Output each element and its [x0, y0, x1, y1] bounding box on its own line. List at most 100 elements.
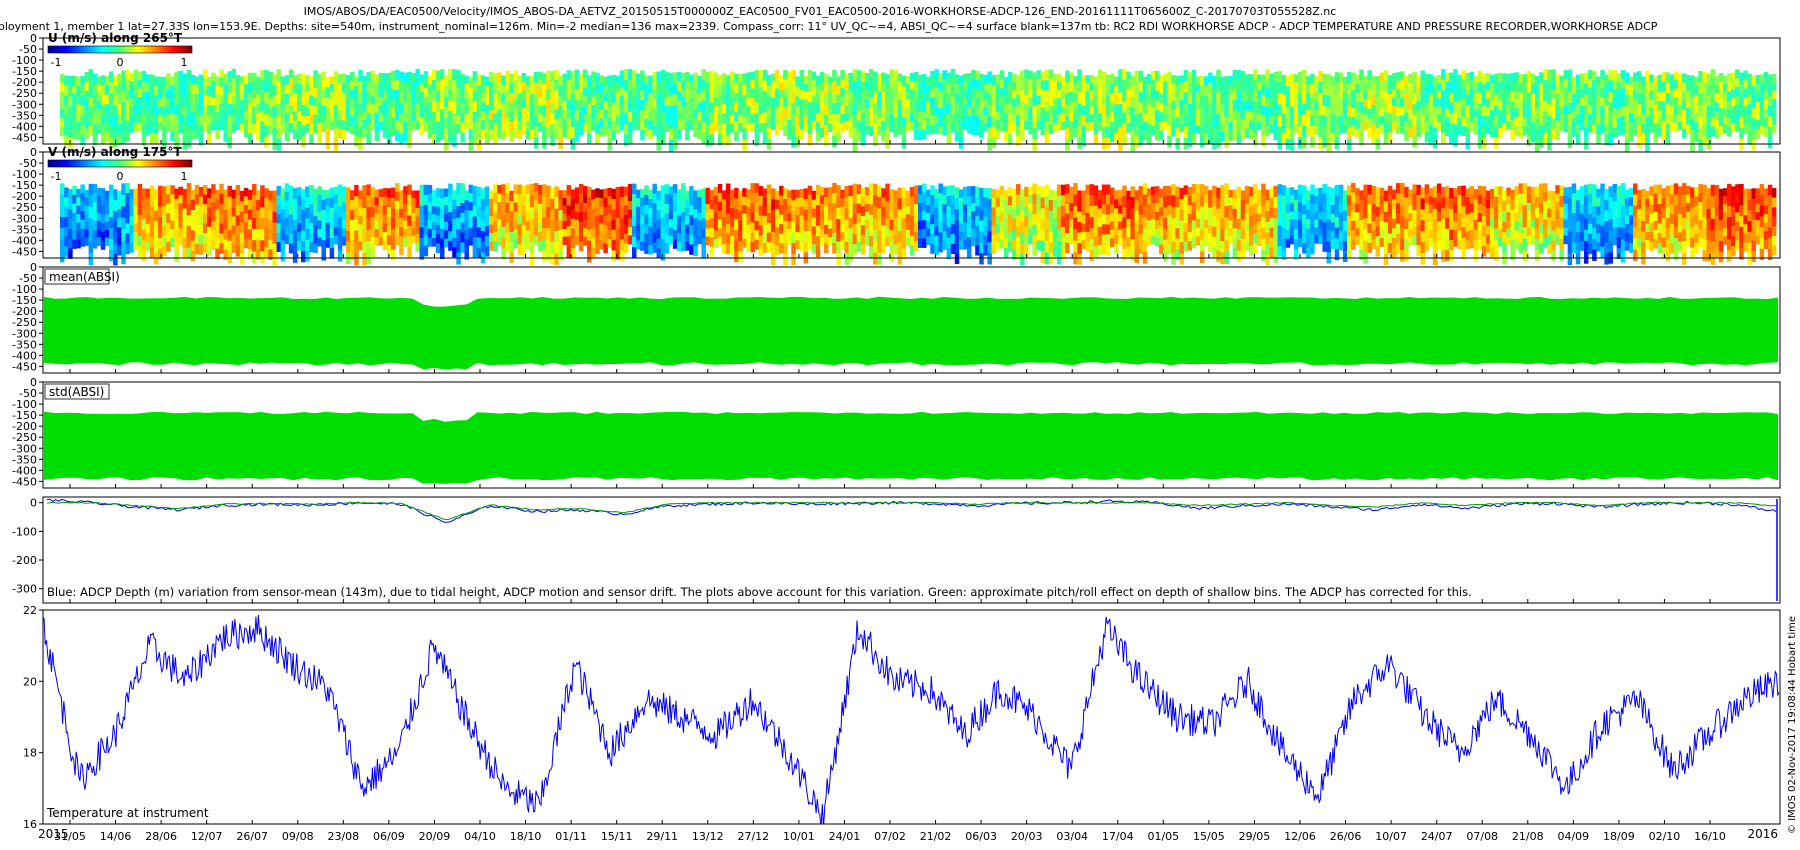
heatmap-cell	[1633, 108, 1638, 118]
heatmap-cell	[1571, 118, 1577, 128]
heatmap-cell	[1020, 130, 1025, 141]
heatmap-cell	[1661, 121, 1667, 132]
heatmap-cell	[472, 71, 478, 82]
heatmap-cell	[280, 209, 286, 221]
heatmap-cell	[676, 81, 682, 92]
heatmap-cell	[918, 194, 923, 204]
heatmap-cell	[493, 231, 498, 242]
heatmap-cell	[775, 190, 780, 201]
heatmap-cell	[1183, 204, 1189, 215]
heatmap-cell	[370, 226, 375, 238]
heatmap-cell	[1032, 83, 1037, 96]
heatmap-cell	[1183, 81, 1189, 94]
heatmap-cell	[554, 109, 559, 120]
heatmap-cell	[946, 93, 952, 104]
heatmap-cell	[1061, 195, 1066, 207]
heatmap-cell	[121, 123, 126, 135]
heatmap-cell	[746, 72, 751, 82]
heatmap-cell	[824, 135, 829, 146]
heatmap-cell	[170, 94, 175, 105]
heatmap-cell	[1040, 219, 1046, 231]
heatmap-cell	[1138, 205, 1144, 216]
heatmap-cell	[125, 213, 130, 224]
heatmap-cell	[207, 105, 212, 116]
heatmap-cell	[958, 197, 964, 208]
heatmap-cell	[693, 218, 698, 229]
heatmap-cell	[1649, 82, 1654, 92]
heatmap-cell	[260, 100, 265, 112]
heatmap-cell	[685, 207, 690, 217]
heatmap-cell	[1351, 81, 1356, 91]
heatmap-cell	[1637, 103, 1642, 116]
heatmap-cell	[967, 107, 972, 117]
heatmap-cell	[480, 129, 486, 139]
heatmap-cell	[689, 234, 694, 246]
heatmap-cell	[1469, 105, 1475, 115]
heatmap-cell	[239, 107, 245, 116]
heatmap-cell	[1220, 85, 1225, 96]
heatmap-cell	[811, 112, 817, 122]
heatmap-cell	[636, 189, 641, 199]
heatmap-cell	[166, 194, 171, 205]
heatmap-cell	[88, 229, 94, 243]
heatmap-cell	[1101, 234, 1107, 245]
heatmap-cell	[350, 98, 355, 108]
heatmap-cell	[1297, 82, 1303, 95]
heatmap-cell	[480, 93, 486, 103]
heatmap-cell	[881, 243, 886, 254]
heatmap-cell	[141, 209, 147, 220]
heatmap-cell	[521, 205, 527, 216]
heatmap-cell	[856, 203, 862, 214]
heatmap-cell	[1588, 105, 1593, 115]
heatmap-cell	[840, 232, 845, 241]
heatmap-cell	[264, 70, 269, 82]
heatmap-cell	[1224, 217, 1229, 230]
heatmap-cell	[419, 100, 425, 110]
heatmap-cell	[958, 96, 964, 108]
heatmap-cell	[546, 70, 551, 81]
heatmap-cell	[346, 90, 351, 100]
heatmap-cell	[550, 209, 555, 221]
heatmap-cell	[1061, 114, 1066, 123]
heatmap-cell	[603, 126, 608, 136]
heatmap-cell	[1134, 241, 1140, 253]
heatmap-cell	[554, 219, 559, 232]
heatmap-cell	[1138, 243, 1144, 255]
heatmap-cell	[676, 241, 682, 252]
heatmap-cell	[652, 71, 657, 82]
heatmap-cell	[566, 185, 572, 196]
heatmap-cell	[1011, 106, 1017, 116]
heatmap-cell	[1048, 115, 1054, 126]
heatmap-cell	[962, 186, 968, 197]
heatmap-cell	[513, 193, 518, 204]
heatmap-cell	[1436, 122, 1442, 131]
heatmap-cell	[607, 96, 612, 108]
heatmap-cell	[538, 213, 543, 224]
heatmap-cell	[166, 122, 171, 132]
heatmap-cell	[742, 221, 747, 231]
heatmap-cell	[868, 193, 874, 205]
heatmap-cell	[811, 199, 817, 210]
heatmap-cell	[1502, 73, 1507, 83]
heatmap-cell	[554, 69, 559, 81]
heatmap-cell	[121, 194, 126, 207]
heatmap-cell	[766, 222, 772, 234]
heatmap-cell	[1375, 107, 1381, 119]
heatmap-cell	[513, 184, 518, 194]
heatmap-cell	[570, 71, 576, 83]
heatmap-cell	[1588, 87, 1593, 98]
heatmap-cell	[280, 250, 286, 262]
heatmap-cell	[153, 242, 159, 254]
heatmap-cell	[1465, 94, 1470, 107]
heatmap-cell	[403, 82, 408, 94]
heatmap-cell	[145, 91, 151, 101]
heatmap-cell	[962, 231, 968, 241]
heatmap-cell	[174, 219, 179, 231]
heatmap-cell	[88, 195, 94, 208]
heatmap-cell	[1056, 90, 1062, 99]
heatmap-cell	[141, 81, 147, 93]
heatmap-cell	[301, 209, 306, 221]
heatmap-cell	[738, 240, 743, 252]
heatmap-cell	[256, 219, 261, 231]
heatmap-cell	[664, 213, 670, 225]
